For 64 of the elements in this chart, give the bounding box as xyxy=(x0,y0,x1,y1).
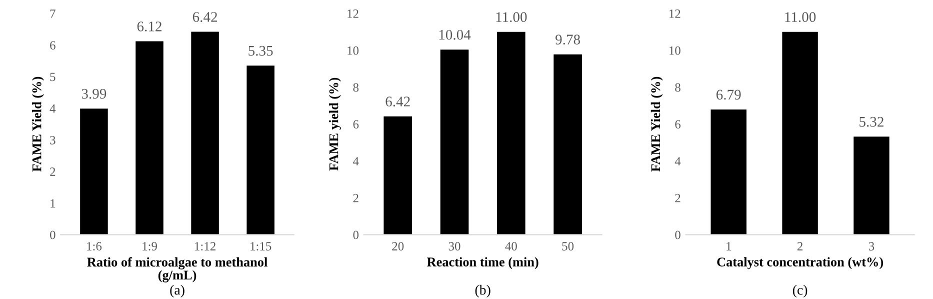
y-tick-label: 6 xyxy=(50,41,56,50)
x-tick-label: 1:15 xyxy=(250,242,272,251)
x-tick-label: 20 xyxy=(392,242,404,250)
data-label: 6.79 xyxy=(716,90,741,100)
y-tick-label: 0 xyxy=(353,230,359,240)
y-axis-title: FAME yield (%) xyxy=(328,78,341,171)
text: (b) xyxy=(475,284,490,298)
bar xyxy=(854,136,890,235)
x-tick-label: 40 xyxy=(505,242,517,250)
bar xyxy=(136,41,164,235)
data-label: 6.42 xyxy=(386,96,410,106)
x-tick-label: 1:12 xyxy=(195,242,216,251)
bar xyxy=(80,108,108,235)
y-tick-label: 5 xyxy=(50,72,56,82)
y-tick-label: 2 xyxy=(675,194,680,202)
bar xyxy=(554,54,582,235)
y-tick-label: 0 xyxy=(50,230,56,240)
bar xyxy=(191,32,219,235)
x-tick-label: 2 xyxy=(797,242,802,250)
y-tick-label: 1 xyxy=(50,199,56,208)
x-tick-label: 1:6 xyxy=(87,242,102,251)
y-tick-label: 12 xyxy=(669,10,680,18)
data-label: 10.04 xyxy=(439,30,471,40)
y-tick-label: 4 xyxy=(674,157,681,166)
x-tick-label: 3 xyxy=(868,242,874,250)
y-tick-label: 8 xyxy=(675,83,680,92)
x-tick-label: 30 xyxy=(448,242,460,250)
y-tick-label: 2 xyxy=(353,194,358,202)
y-tick-label: 6 xyxy=(353,120,359,129)
y-tick-label: 12 xyxy=(348,10,358,18)
y-axis-title: FAME Yield (%) xyxy=(32,76,44,172)
data-label: 5.32 xyxy=(860,116,884,127)
data-label: 6.42 xyxy=(192,12,217,22)
bar xyxy=(440,50,469,235)
bar xyxy=(782,32,818,235)
data-label: 11.00 xyxy=(496,12,527,22)
x-axis-title: Reaction time (min) xyxy=(426,257,538,270)
x-tick-label: 50 xyxy=(562,242,574,250)
y-axis-title: FAME Yield (%) xyxy=(650,76,663,172)
x-axis-title: Ratio of microalgae to methanol (g/mL) xyxy=(87,257,268,282)
x-tick-label: 1 xyxy=(726,242,731,250)
data-label: 9.78 xyxy=(556,34,580,45)
bar xyxy=(384,116,412,235)
y-tick-label: 10 xyxy=(348,46,359,55)
data-label: 6.12 xyxy=(137,22,162,32)
data-label: 5.35 xyxy=(248,46,273,56)
x-tick-label: 1:9 xyxy=(142,242,157,251)
y-tick-label: 4 xyxy=(353,157,359,166)
y-tick-label: 6 xyxy=(675,120,681,129)
y-tick-label: 8 xyxy=(353,83,359,92)
bar xyxy=(710,110,746,235)
y-tick-label: 0 xyxy=(675,230,680,240)
bar xyxy=(496,32,526,235)
x-axis-title: Catalyst concentration (wt%) xyxy=(717,257,884,270)
y-tick-label: 7 xyxy=(50,10,56,18)
y-tick-label: 3 xyxy=(50,136,56,144)
data-label: 11.00 xyxy=(785,12,816,22)
y-tick-label: 4 xyxy=(50,104,56,113)
bar xyxy=(246,66,274,235)
text: (c) xyxy=(792,284,808,298)
text: (a) xyxy=(170,284,184,298)
y-tick-label: 10 xyxy=(669,46,680,55)
data-label: 3.99 xyxy=(82,88,106,99)
y-tick-label: 2 xyxy=(50,168,56,176)
